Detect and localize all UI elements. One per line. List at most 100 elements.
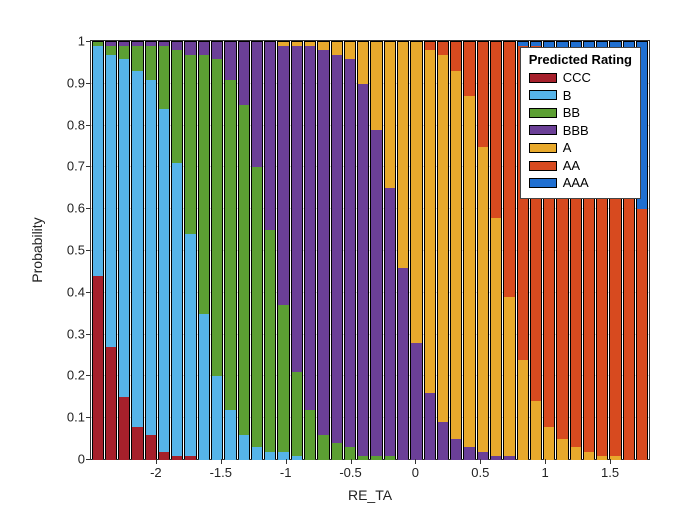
bar-segment-BBB [451,439,461,460]
legend-swatch [529,90,557,100]
bar-segment-A [332,42,342,55]
bar-segment-BBB [292,46,302,372]
bar-segment-A [371,42,381,130]
bar-segment-B [239,435,249,460]
bar-column [237,41,250,459]
bar-segment-BB [212,59,222,377]
bar-segment-BB [172,50,182,163]
bar-column [383,41,396,459]
bar-column [436,41,449,459]
bar-segment-BB [305,410,315,460]
bar-segment-BB [332,443,342,460]
bar-column [104,41,117,459]
legend-label: CCC [563,69,591,87]
legend-item: A [529,139,632,157]
bar-segment-BBB [371,130,381,456]
bar-segment-BB [185,55,195,235]
bar-column [357,41,370,459]
bar-segment-BBB [265,42,275,230]
bar-segment-BBB [185,42,195,55]
bar-segment-BBB [425,393,435,460]
bar-segment-AA [451,42,461,71]
bar-segment-BBB [411,343,421,460]
bar-segment-CCC [93,276,103,460]
bar-column [277,41,290,459]
bar-segment-BB [292,372,302,456]
bar-column [317,41,330,459]
bar-segment-A [358,42,368,84]
bar-segment-BBB [385,188,395,456]
bar-column [450,41,463,459]
legend-item: B [529,87,632,105]
bar-segment-CCC [172,456,182,460]
legend-item: AA [529,157,632,175]
legend-swatch [529,161,557,171]
bar-segment-BB [278,305,288,451]
bar-segment-BB [225,80,235,410]
bar-segment-CCC [185,456,195,460]
plot-area: Probability RE_TA 00.10.20.30.40.50.60.7… [90,40,650,460]
bar-segment-B [265,452,275,460]
bar-segment-BBB [318,50,328,435]
bar-column [184,41,197,459]
legend-label: BB [563,104,580,122]
legend-label: A [563,139,572,157]
bar-segment-CCC [132,427,142,460]
bar-column [476,41,489,459]
legend-item: CCC [529,69,632,87]
bar-column [489,41,502,459]
bar-column [250,41,263,459]
legend-item: BBB [529,122,632,140]
legend: Predicted Rating CCCBBBBBBAAAAAA [520,47,641,199]
bar-column [131,41,144,459]
bar-column [197,41,210,459]
bar-segment-B [93,46,103,276]
legend-swatch [529,108,557,118]
bar-segment-A [584,452,594,460]
bar-column [330,41,343,459]
bar-segment-BB [146,46,156,79]
bar-segment-B [172,163,182,456]
bar-segment-BB [239,105,249,435]
bar-segment-A [345,42,355,59]
bar-column [304,41,317,459]
bar-segment-BB [106,46,116,54]
bar-segment-B [212,376,222,460]
y-axis-label: Probability [29,217,45,282]
legend-label: AA [563,157,580,175]
bar-segment-AA [504,42,514,297]
bar-segment-BBB [438,422,448,460]
bar-segment-A [557,439,567,460]
legend-label: B [563,87,572,105]
bar-segment-B [132,71,142,426]
bar-segment-BB [318,435,328,460]
bar-segment-A [385,42,395,188]
bar-column [503,41,516,459]
bar-column [463,41,476,459]
bar-segment-BBB [225,42,235,80]
bar-segment-BB [132,46,142,71]
bar-column [157,41,170,459]
legend-label: AAA [563,174,589,192]
bar-segment-BBB [252,42,262,167]
bar-segment-B [159,109,169,452]
bar-segment-B [106,55,116,348]
bar-segment-B [199,314,209,460]
bar-column [224,41,237,459]
bar-segment-B [225,410,235,460]
legend-swatch [529,143,557,153]
bar-segment-B [292,456,302,460]
bar-segment-BB [159,46,169,109]
bar-segment-BBB [199,42,209,55]
bar-segment-CCC [106,347,116,460]
bar-segment-A [318,42,328,50]
legend-swatch [529,125,557,135]
bar-segment-BBB [212,42,222,59]
bar-segment-B [185,234,195,456]
bar-segment-BB [265,230,275,452]
bar-segment-B [146,80,156,435]
bar-segment-BBB [332,55,342,444]
legend-swatch [529,178,557,188]
bar-segment-BB [252,167,262,447]
bar-segment-CCC [119,397,129,460]
